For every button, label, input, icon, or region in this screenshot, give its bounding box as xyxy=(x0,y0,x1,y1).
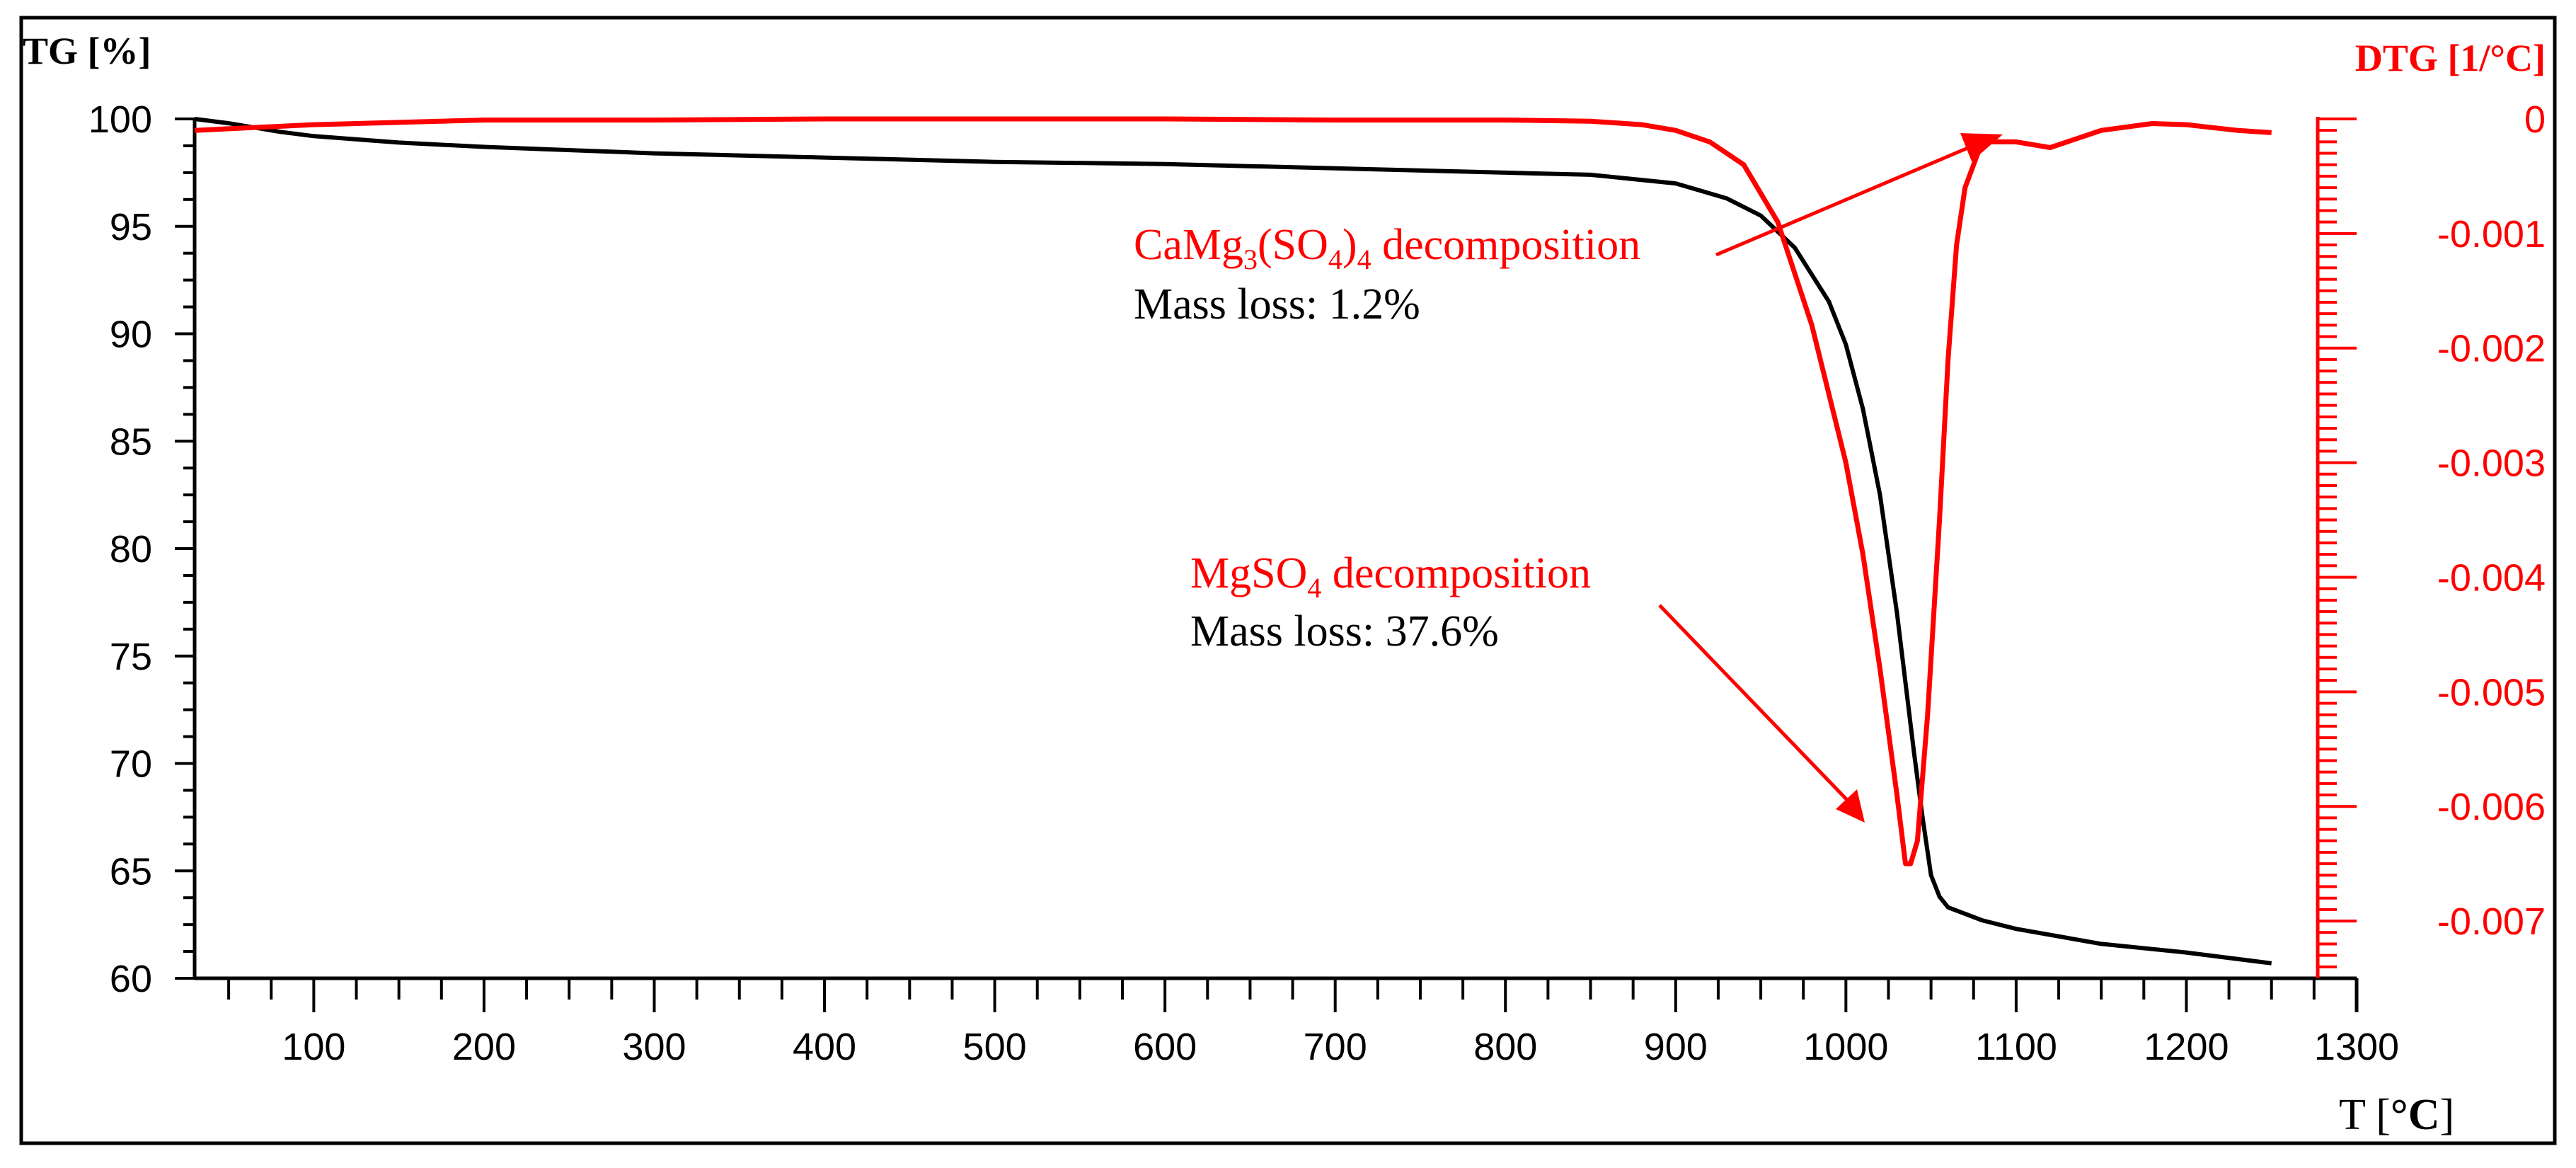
y-right-ticks: 0 -0.001 -0.002 -0.003 -0.004 -0.005 -0.006 -0.… xyxy=(2318,98,2546,968)
y-right-tick-label: -0.001 xyxy=(2437,213,2546,256)
y-right-tick-label: -0.004 xyxy=(2437,556,2546,599)
annotation-mgso4-arrow xyxy=(1658,604,1848,801)
x-axis-title-unit: °C xyxy=(2391,1091,2440,1139)
annotation-camg3so4-arrowhead xyxy=(1960,133,2003,161)
x-tick-label: 800 xyxy=(1473,1026,1537,1068)
y-right-tick-label: -0.005 xyxy=(2437,671,2546,714)
ann2-part-2: decomposition xyxy=(1321,549,1591,597)
y-left-tick-label: 65 xyxy=(110,850,152,893)
y-right-axis-title: DTG [1/°C] xyxy=(2355,37,2546,79)
y-left-tick-label: 95 xyxy=(110,206,152,248)
series-line-tg xyxy=(194,117,2272,966)
y-right-tick-label: -0.007 xyxy=(2437,900,2546,943)
y-left-tick-label: 70 xyxy=(110,743,152,786)
annotation-camg3so4-title: CaMg3(SO4)4 decomposition xyxy=(1134,221,1640,275)
y-right-tick-label: 0 xyxy=(2524,98,2546,141)
ann1-part-0: CaMg xyxy=(1134,221,1243,269)
x-tick-label: 1200 xyxy=(2144,1026,2229,1068)
x-tick-label: 900 xyxy=(1644,1026,1708,1068)
y-right-tick-label: -0.002 xyxy=(2437,328,2546,370)
y-left-tick-label: 85 xyxy=(110,420,152,463)
y-right-tick-label: -0.003 xyxy=(2437,442,2546,485)
ann1-part-6: decomposition xyxy=(1372,221,1641,269)
y-left-tick-label: 100 xyxy=(88,98,152,141)
y-left-axis-title: TG [%] xyxy=(23,30,151,72)
y-left-ticks: 100 95 90 85 80 75 70 65 60 xyxy=(88,98,195,1000)
annotation-camg3so4-mass-loss: Mass loss: 1.2% xyxy=(1134,280,1420,328)
x-tick-label: 200 xyxy=(452,1026,516,1068)
series-group xyxy=(194,116,2272,966)
x-tick-label: 300 xyxy=(622,1026,686,1068)
x-axis-title-prefix: T [ xyxy=(2339,1091,2391,1139)
x-ticks: 100 200 300 400 500 600 700 800 900 1000 1100 1200 1… xyxy=(227,978,2399,1068)
chart-frame xyxy=(19,16,2557,1145)
y-left-tick-label: 90 xyxy=(110,314,152,356)
x-tick-label: 400 xyxy=(793,1026,856,1068)
ann2-part-1: 4 xyxy=(1307,572,1321,604)
x-tick-label: 1300 xyxy=(2314,1026,2399,1068)
y-left-tick-label: 75 xyxy=(110,636,152,678)
x-tick-label: 700 xyxy=(1304,1026,1367,1068)
ann1-part-1: 3 xyxy=(1243,244,1258,275)
annotation-mgso4-arrowhead xyxy=(1836,789,1865,823)
annotation-mgso4-title: MgSO4 decomposition xyxy=(1190,549,1591,604)
y-right-tick-label: -0.006 xyxy=(2437,786,2546,828)
x-tick-label: 500 xyxy=(963,1026,1027,1068)
y-left-tick-label: 80 xyxy=(110,528,152,571)
x-axis-title-suffix: ] xyxy=(2439,1091,2454,1139)
x-axis-title: T [°C] xyxy=(2339,1091,2454,1139)
ann2-part-0: MgSO xyxy=(1190,549,1307,597)
y-left-tick-label: 60 xyxy=(110,958,152,1000)
x-tick-label: 600 xyxy=(1133,1026,1197,1068)
series-line-dtg xyxy=(194,116,2272,866)
x-tick-label: 1000 xyxy=(1803,1026,1888,1068)
ann1-part-3: 4 xyxy=(1328,244,1342,275)
x-tick-label: 1100 xyxy=(1975,1026,2057,1068)
x-tick-label: 100 xyxy=(282,1026,345,1068)
ann1-part-4: ) xyxy=(1342,221,1357,269)
annotation-camg3so4-arrow xyxy=(1715,143,1975,257)
ann1-part-5: 4 xyxy=(1357,244,1372,275)
annotation-mgso4-mass-loss: Mass loss: 37.6% xyxy=(1190,607,1499,655)
ann1-part-2: (SO xyxy=(1258,221,1328,269)
